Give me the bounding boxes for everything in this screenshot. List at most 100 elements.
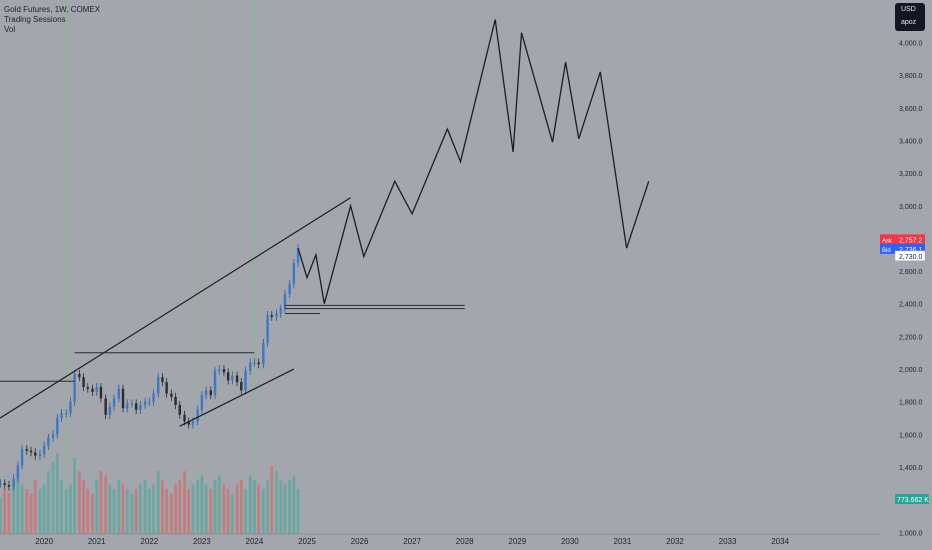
- trading-sessions-indicator[interactable]: Trading Sessions: [4, 15, 66, 24]
- volume-bar: [257, 484, 261, 534]
- time-tick-label: 2031: [614, 537, 632, 546]
- price-tick-label: 2,400.0: [899, 302, 922, 309]
- price-tick-label: 3,400.0: [899, 138, 922, 145]
- candle-body: [51, 434, 55, 438]
- candle-body: [0, 483, 2, 485]
- candle-body: [279, 308, 282, 314]
- volume-bar: [82, 480, 85, 534]
- candle-body: [34, 452, 37, 456]
- volume-tag-value: 773.662 K: [897, 497, 929, 504]
- volume-indicator[interactable]: Vol: [4, 25, 16, 34]
- volume-bar: [143, 480, 147, 534]
- volume-bar: [95, 480, 99, 534]
- candle-body: [200, 395, 204, 410]
- volume-bar: [3, 489, 7, 534]
- volume-bar: [138, 484, 142, 534]
- price-tag-label: Ask: [882, 238, 893, 244]
- price-tag-value-bg: [895, 243, 925, 254]
- candle-body: [134, 403, 138, 410]
- volume-bar: [33, 480, 37, 534]
- volume-bar: [117, 480, 121, 534]
- price-tick-label: 2,000.0: [899, 367, 922, 374]
- volume-bar: [161, 480, 164, 534]
- candle-body: [7, 485, 11, 487]
- volume-bar: [200, 475, 204, 534]
- volume-bar: [20, 484, 24, 534]
- candle-body: [178, 404, 181, 415]
- price-tag-value: 2,730.0: [899, 254, 922, 261]
- volume-bar: [91, 493, 94, 534]
- volume-bar: [266, 480, 269, 534]
- volume-bar: [270, 466, 274, 534]
- volume-bar: [25, 489, 29, 534]
- volume-bar: [253, 480, 256, 534]
- volume-bar: [213, 480, 217, 534]
- volume-bar: [169, 493, 173, 534]
- time-tick-label: 2022: [140, 537, 158, 546]
- price-tag-value: 2,736.1: [899, 247, 922, 254]
- volume-bar: [209, 489, 213, 534]
- candle-body: [12, 478, 15, 487]
- price-tick-label: 3,800.0: [899, 73, 922, 80]
- volume-bar: [156, 471, 160, 534]
- currency-unit-box[interactable]: USD apoz: [895, 3, 925, 31]
- candle-body: [3, 483, 6, 486]
- time-tick-label: 2028: [456, 537, 474, 546]
- volume-bar: [230, 493, 234, 534]
- price-tag-0: Ask 2,757.2: [880, 234, 925, 245]
- candle-body: [56, 418, 59, 435]
- volume-bar: [7, 493, 11, 534]
- candle-body: [296, 248, 300, 263]
- volume-bar: [29, 493, 33, 534]
- volume-bar: [86, 489, 90, 534]
- candle-body: [152, 393, 155, 402]
- candle-body: [222, 369, 226, 373]
- price-tag-1: Bid 2,736.1: [880, 243, 925, 254]
- volume-bar: [12, 480, 16, 534]
- volume-bar: [64, 489, 68, 534]
- candle-body: [117, 388, 121, 399]
- candle-body: [148, 401, 151, 403]
- volume-bar: [55, 453, 59, 534]
- candle-body: [157, 377, 160, 394]
- volume-bar: [112, 489, 116, 534]
- volume-bar: [248, 475, 252, 534]
- candle-body: [60, 413, 63, 419]
- volume-bar: [60, 480, 63, 534]
- volume-bar: [187, 489, 191, 534]
- volume-bar: [222, 484, 226, 534]
- price-tick-label: 1,000.0: [899, 530, 922, 537]
- candle-body: [112, 398, 116, 407]
- time-tick-label: 2025: [298, 537, 316, 546]
- price-tick-label: 1,600.0: [899, 432, 922, 439]
- price-tick-label: 2,200.0: [899, 334, 922, 341]
- currency-label: USD: [901, 6, 916, 13]
- price-tick-label: 4,000.0: [899, 40, 922, 47]
- candle-body: [25, 449, 29, 451]
- candle-body: [165, 382, 168, 394]
- price-tick-label: 3,200.0: [899, 171, 922, 178]
- price-tag-label: Bid: [882, 248, 891, 254]
- candle-body: [240, 382, 243, 391]
- volume-bar: [73, 457, 77, 534]
- candle-body: [16, 465, 20, 479]
- scale-label: apoz: [901, 19, 917, 26]
- price-tick-label: 1,400.0: [899, 465, 922, 472]
- candle-body: [161, 377, 164, 383]
- candle-body: [266, 315, 269, 343]
- volume-tag: 773.662 K: [895, 494, 929, 504]
- candle-body: [257, 362, 260, 365]
- symbol-title[interactable]: Gold Futures, 1W, COMEX: [4, 5, 101, 14]
- candle-body: [174, 396, 177, 405]
- volume-bar: [183, 471, 186, 534]
- candle-body: [191, 421, 195, 425]
- price-tag-label-bg: [880, 243, 895, 254]
- candle-body: [270, 315, 273, 317]
- volume-bar: [77, 471, 81, 534]
- candle-body: [38, 453, 42, 456]
- volume-bar: [104, 475, 108, 534]
- candle-body: [91, 388, 94, 392]
- candle-body: [69, 401, 72, 414]
- candle-body: [99, 387, 103, 399]
